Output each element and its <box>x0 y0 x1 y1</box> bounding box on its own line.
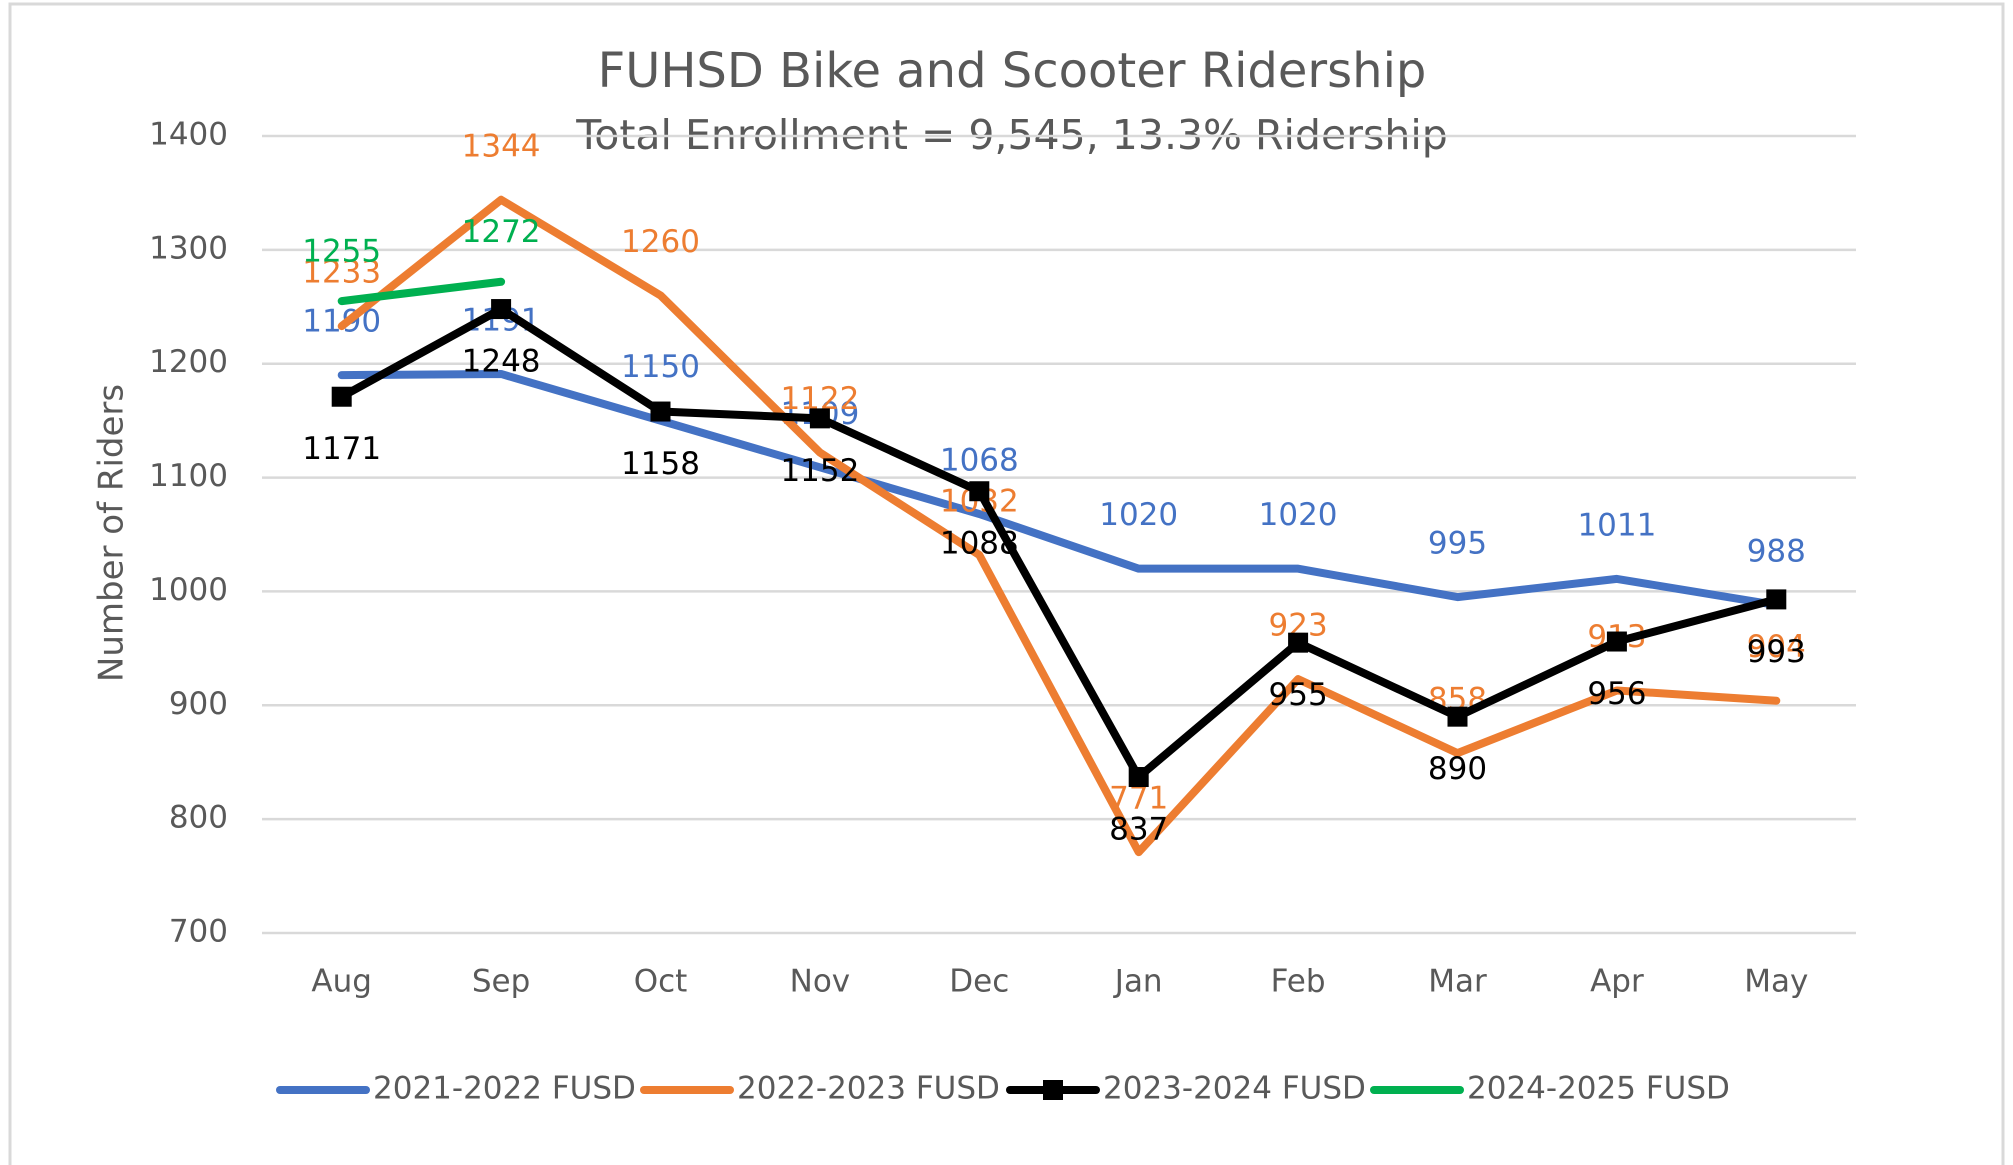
data-label: 1272 <box>462 214 541 250</box>
series-line <box>337 277 506 306</box>
y-tick-label: 700 <box>169 914 228 950</box>
x-tick-label: Aug <box>311 964 372 1000</box>
data-label: 1011 <box>1577 507 1656 543</box>
legend-marker <box>1043 1080 1063 1100</box>
marker <box>491 299 512 320</box>
marker <box>1288 632 1309 653</box>
y-tick-label: 1000 <box>149 572 228 608</box>
x-tick-label: Apr <box>1590 964 1644 1000</box>
x-tick-label: Sep <box>472 964 530 1000</box>
series-line <box>337 195 1781 857</box>
marker <box>969 481 990 502</box>
data-label: 1020 <box>1099 497 1178 533</box>
data-label: 956 <box>1587 676 1646 712</box>
y-tick-label: 1200 <box>149 344 228 380</box>
data-label: 988 <box>1747 534 1806 570</box>
y-tick-label: 800 <box>169 800 228 836</box>
chart-title: FUHSD Bike and Scooter Ridership <box>598 43 1427 99</box>
legend-label: 2023-2024 FUSD <box>1103 1071 1366 1107</box>
data-label: 1020 <box>1259 497 1338 533</box>
marker <box>1606 631 1627 652</box>
x-tick-label: Mar <box>1428 964 1487 1000</box>
data-label: 955 <box>1269 677 1328 713</box>
x-tick-label: Oct <box>634 964 688 1000</box>
legend-label: 2024-2025 FUSD <box>1467 1071 1730 1107</box>
data-label: 1248 <box>462 344 541 380</box>
y-tick-label: 1300 <box>149 230 228 266</box>
data-label: 890 <box>1428 751 1487 787</box>
data-label: 1233 <box>302 255 381 291</box>
y-tick-label: 900 <box>169 686 228 722</box>
legend-label: 2022-2023 FUSD <box>737 1071 1000 1107</box>
data-label: 1158 <box>621 446 700 482</box>
y-tick-label: 1400 <box>149 117 228 153</box>
series-line <box>337 305 1781 782</box>
marker <box>809 408 830 429</box>
data-label: 1068 <box>940 443 1019 479</box>
data-label: 1255 <box>302 234 381 270</box>
data-label: 837 <box>1109 812 1168 848</box>
x-tick-label: May <box>1744 964 1808 1000</box>
series-line <box>337 369 1781 610</box>
marker <box>650 401 671 422</box>
marker <box>1766 589 1787 610</box>
marker <box>331 386 352 407</box>
x-tick-label: Nov <box>790 964 851 1000</box>
y-tick-label: 1100 <box>149 458 228 494</box>
data-label: 993 <box>1747 634 1806 670</box>
data-label: 995 <box>1428 526 1487 562</box>
data-label: 1171 <box>302 431 381 467</box>
data-label: 1344 <box>462 128 541 164</box>
data-label: 1088 <box>940 526 1019 562</box>
data-label: 904 <box>1747 629 1806 665</box>
x-tick-label: Jan <box>1113 964 1163 1000</box>
y-axis-label: Number of Riders <box>92 384 132 682</box>
x-tick-label: Feb <box>1271 964 1326 1000</box>
data-label: 1152 <box>780 453 859 489</box>
marker <box>1128 767 1149 788</box>
marker <box>1447 706 1468 727</box>
data-label: 1150 <box>621 349 700 385</box>
data-label: 1260 <box>621 224 700 260</box>
x-tick-label: Dec <box>949 964 1009 1000</box>
legend-label: 2021-2022 FUSD <box>373 1071 636 1107</box>
